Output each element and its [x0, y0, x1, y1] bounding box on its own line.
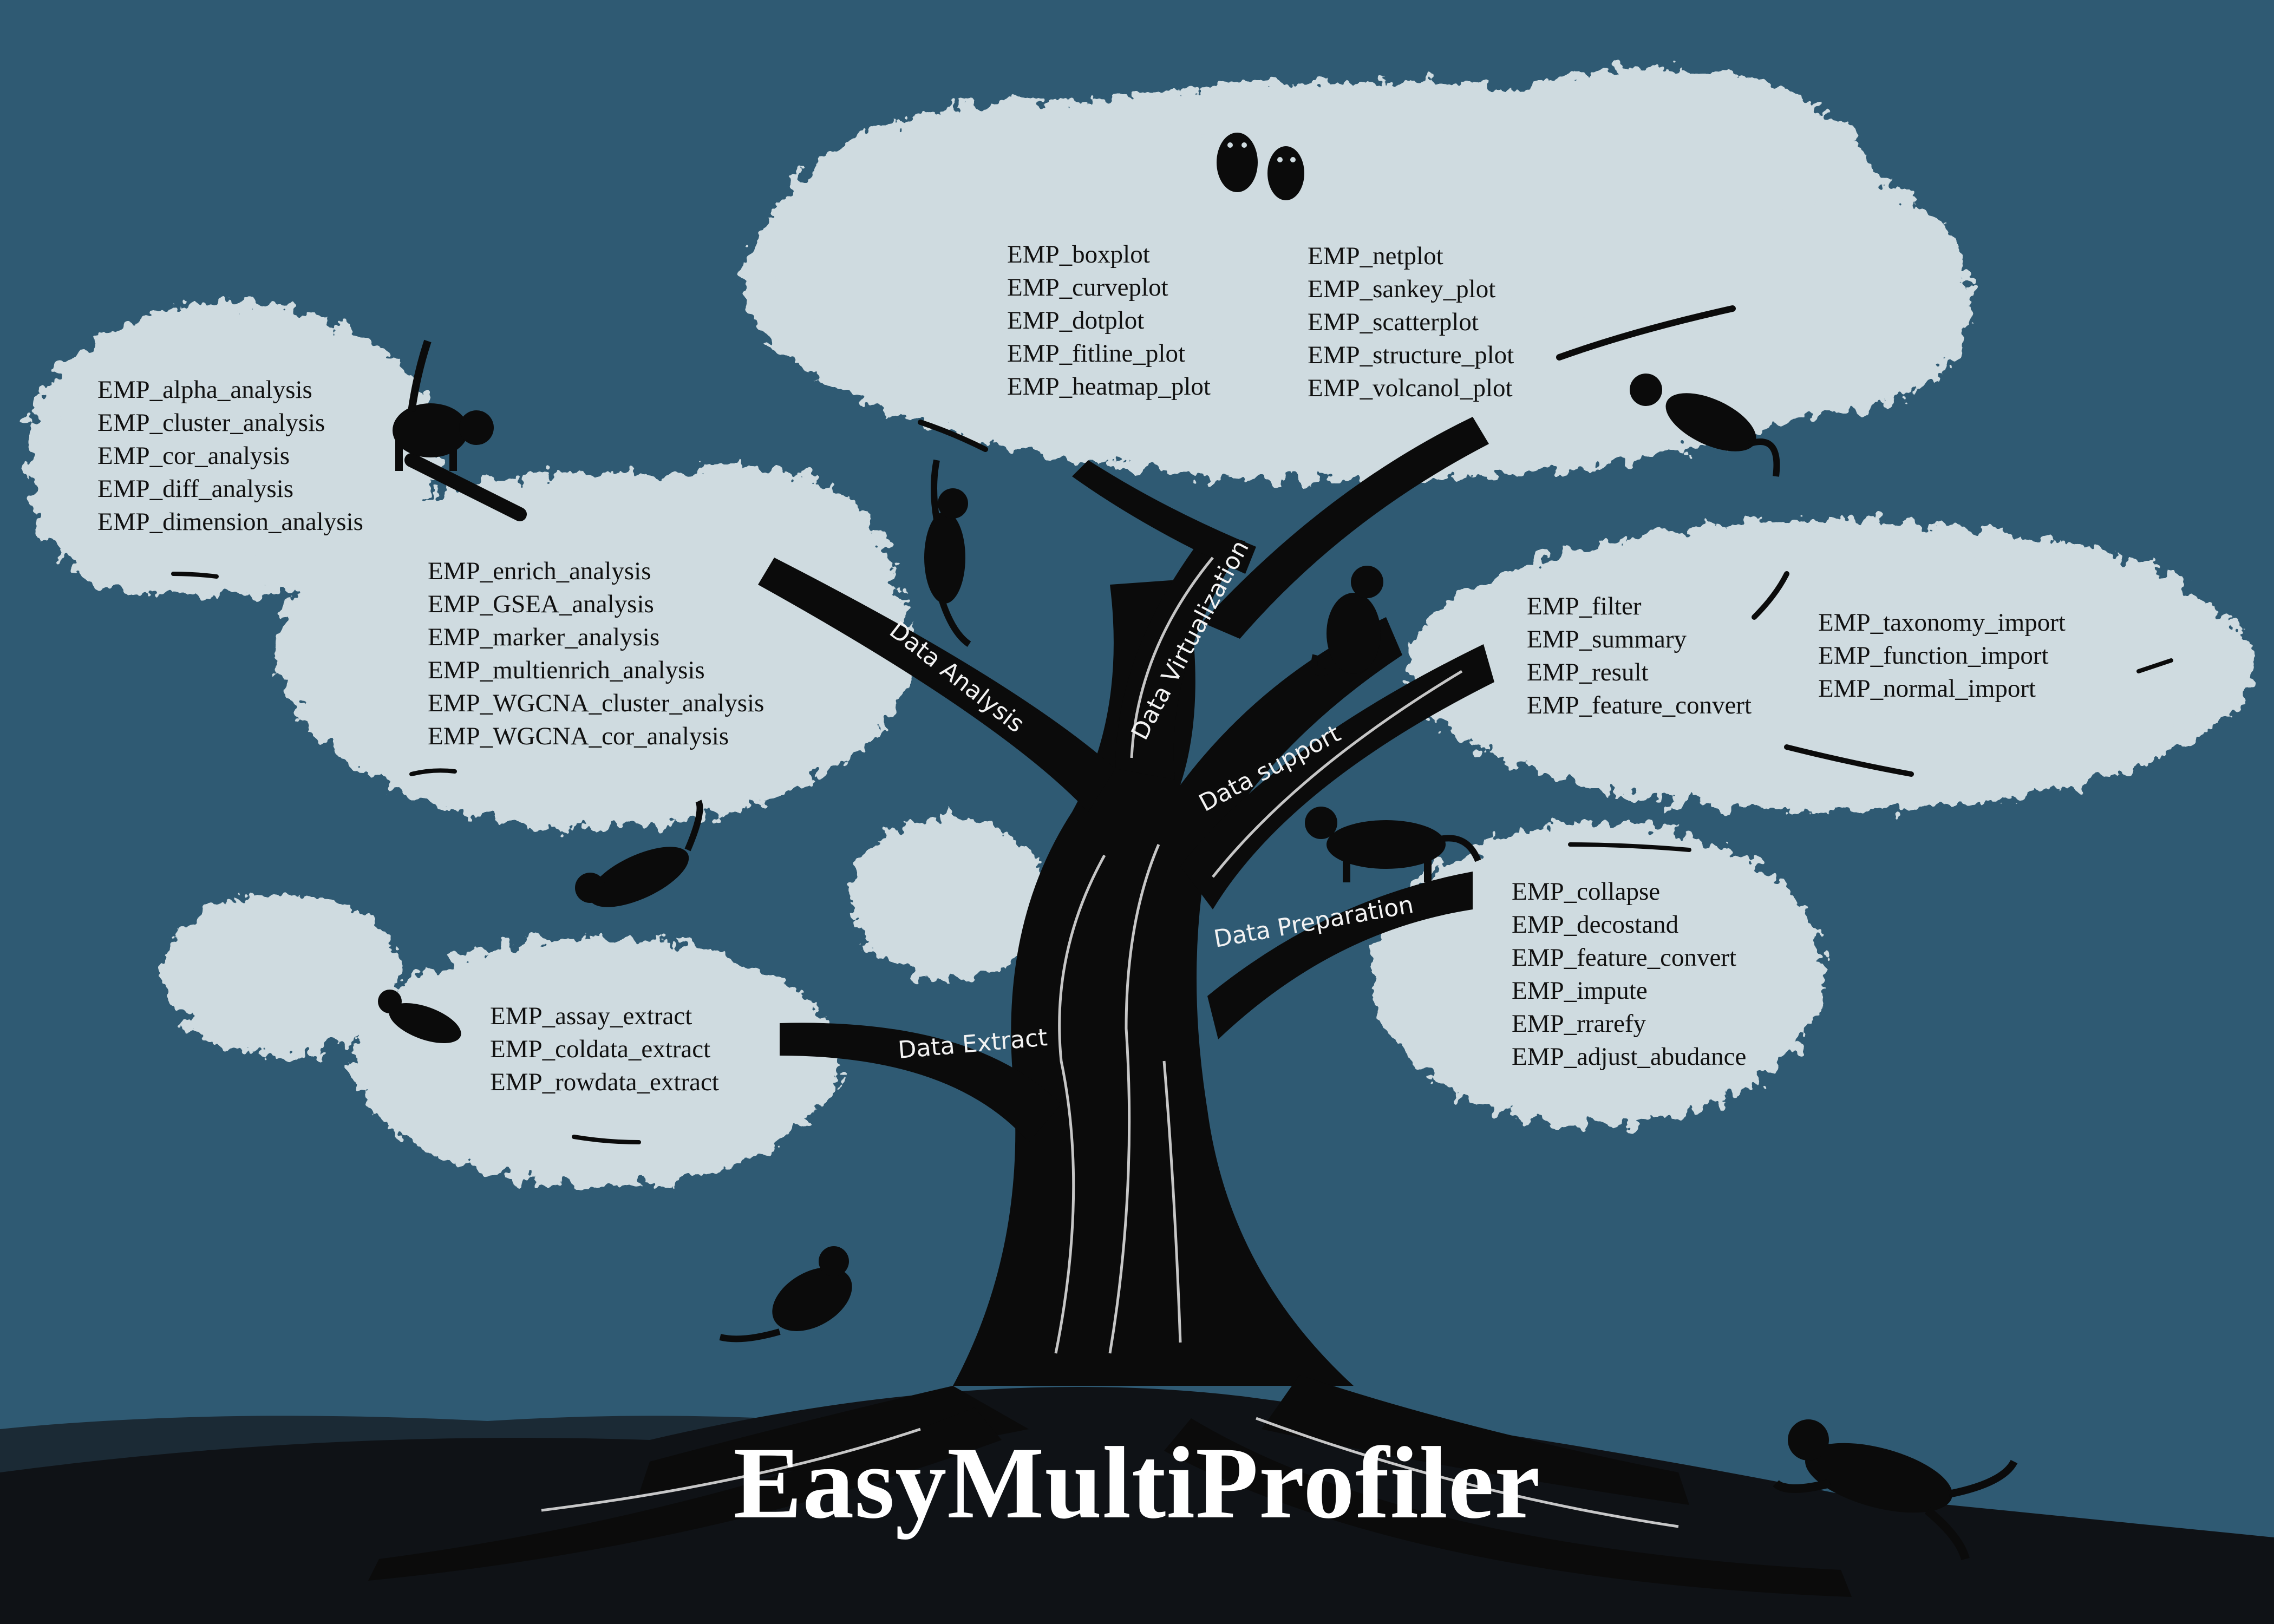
cat-climbing-upper	[924, 459, 971, 647]
function-item: EMP_feature_convert	[1512, 944, 1737, 972]
owl-left	[1217, 133, 1258, 192]
function-item: EMP_impute	[1512, 977, 1648, 1005]
function-item: EMP_normal_import	[1818, 675, 2036, 703]
function-item: EMP_feature_convert	[1527, 691, 1752, 719]
function-item: EMP_result	[1527, 658, 1649, 686]
function-item: EMP_assay_extract	[490, 1002, 692, 1030]
function-list-analysis-basic: EMP_alpha_analysis EMP_cluster_analysis EM…	[97, 374, 363, 539]
bark-lines	[541, 556, 1679, 1528]
function-item: EMP_netplot	[1308, 242, 1443, 270]
function-item: EMP_boxplot	[1007, 240, 1150, 269]
function-item: EMP_marker_analysis	[428, 623, 660, 651]
branch-virtualization	[1115, 531, 1245, 780]
cat-walking-prep	[1305, 807, 1481, 882]
function-list-extract: EMP_assay_extract EMP_coldata_extract EMP_…	[490, 1000, 719, 1099]
function-list-preparation: EMP_collapse EMP_decostand EMP_feature_con…	[1512, 875, 1746, 1073]
function-item: EMP_GSEA_analysis	[428, 590, 654, 618]
function-item: EMP_WGCNA_cluster_analysis	[428, 689, 764, 717]
function-item: EMP_enrich_analysis	[428, 557, 651, 585]
cat-jumping-middle	[575, 800, 703, 907]
cat-sitting-support	[1311, 566, 1383, 676]
branch-support	[1180, 644, 1494, 909]
canopy-right-lower-cloud	[1370, 823, 1825, 1126]
function-list-analysis-advanced: EMP_enrich_analysis EMP_GSEA_analysis EMP_…	[428, 555, 764, 753]
function-item: EMP_dimension_analysis	[97, 508, 363, 536]
function-item: EMP_scatterplot	[1308, 308, 1479, 336]
function-item: EMP_curveplot	[1007, 273, 1168, 302]
function-item: EMP_function_import	[1818, 641, 2049, 670]
function-item: EMP_diff_analysis	[97, 475, 294, 503]
cat-silhouettes	[378, 133, 2018, 1561]
cat-trunk-base	[719, 1246, 852, 1343]
function-item: EMP_heatmap_plot	[1007, 372, 1211, 401]
function-item: EMP_multienrich_analysis	[428, 656, 705, 684]
function-item: EMP_filter	[1527, 592, 1642, 620]
function-item: EMP_cor_analysis	[97, 442, 290, 470]
function-item: EMP_dotplot	[1007, 306, 1145, 335]
tree	[171, 305, 2173, 1597]
app-title: EasyMultiProfiler	[733, 1426, 1541, 1540]
cat-leaping-right	[1630, 374, 1780, 477]
cat-left-lower	[378, 990, 461, 1043]
branch-analysis	[758, 558, 1115, 812]
function-list-plots-left: EMP_boxplot EMP_curveplot EMP_dotplot EMP_f…	[1007, 238, 1211, 403]
function-item: EMP_adjust_abudance	[1512, 1043, 1747, 1071]
function-item: EMP_rrarefy	[1512, 1010, 1646, 1038]
cat-left-top	[393, 339, 494, 471]
function-list-plots-right: EMP_netplot EMP_sankey_plot EMP_scatterplo…	[1308, 240, 1514, 405]
canopy-left-lower-cloud	[352, 937, 839, 1186]
cat-running-ground	[1773, 1419, 2018, 1561]
branch-preparation	[1207, 872, 1473, 1039]
function-item: EMP_cluster_analysis	[97, 409, 325, 437]
trunk	[953, 579, 1402, 1386]
owl-right	[1267, 146, 1304, 200]
function-item: EMP_summary	[1527, 625, 1687, 653]
function-item: EMP_collapse	[1512, 878, 1661, 906]
function-item: EMP_decostand	[1512, 911, 1679, 939]
function-item: EMP_rowdata_extract	[490, 1068, 719, 1096]
function-item: EMP_coldata_extract	[490, 1035, 711, 1063]
function-item: EMP_volcanol_plot	[1308, 374, 1513, 402]
function-item: EMP_taxonomy_import	[1818, 608, 2066, 637]
function-item: EMP_alpha_analysis	[97, 376, 312, 404]
function-list-support: EMP_filter EMP_summary EMP_result EMP_featu…	[1527, 590, 1752, 722]
function-list-import: EMP_taxonomy_import EMP_function_import EM…	[1818, 606, 2066, 705]
function-item: EMP_fitline_plot	[1007, 339, 1185, 368]
function-item: EMP_WGCNA_cor_analysis	[428, 722, 729, 750]
branch-extract	[780, 1023, 1061, 1142]
function-item: EMP_sankey_plot	[1308, 275, 1496, 303]
function-item: EMP_structure_plot	[1308, 341, 1514, 369]
